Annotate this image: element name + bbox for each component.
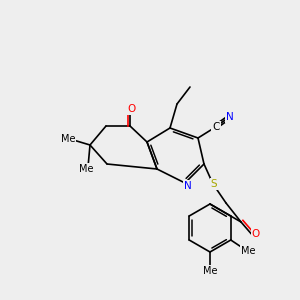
Text: O: O (127, 104, 135, 114)
Text: N: N (226, 112, 234, 122)
Text: Me: Me (61, 134, 75, 144)
Text: Me: Me (241, 246, 255, 256)
Text: Me: Me (79, 164, 93, 174)
Text: N: N (184, 181, 192, 191)
Text: S: S (211, 179, 217, 189)
Text: Me: Me (203, 266, 217, 276)
Text: C: C (212, 122, 220, 132)
Text: O: O (252, 229, 260, 239)
